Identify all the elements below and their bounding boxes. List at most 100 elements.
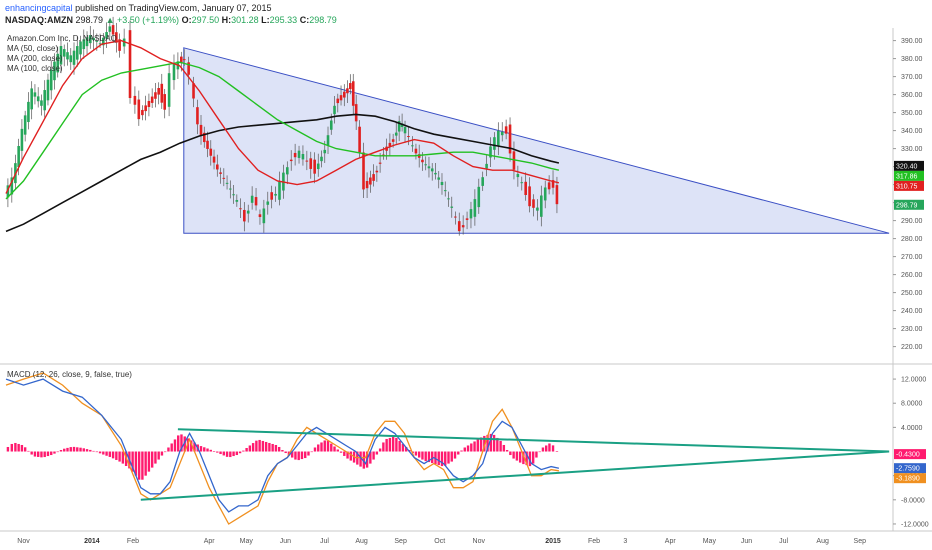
time-axis-label: Sep — [854, 538, 867, 545]
candle-body — [92, 37, 95, 41]
candle-body — [520, 182, 524, 184]
macd-value-tag-text: -2.7590 — [896, 466, 920, 473]
macd-histogram-bar — [320, 442, 323, 452]
candle-body — [329, 120, 333, 130]
price-axis-label: 260.00 — [901, 272, 923, 279]
candle-body — [102, 37, 105, 46]
candle-body — [481, 177, 484, 186]
candle-body — [397, 121, 401, 132]
candle-body — [346, 88, 349, 94]
price-legend-item: MA (100, close) — [7, 64, 63, 73]
macd-histogram-bar — [27, 450, 30, 452]
macd-histogram-bar — [190, 440, 193, 452]
macd-histogram-bar — [222, 451, 226, 456]
price-tag — [894, 180, 924, 191]
macd-histogram-bar — [531, 451, 535, 464]
macd-histogram-bar — [92, 450, 95, 452]
macd-histogram-bar — [160, 451, 164, 456]
candle-body — [270, 192, 273, 200]
macd-histogram-bar — [33, 451, 37, 457]
time-axis-label: Apr — [204, 538, 216, 545]
candle-body — [222, 177, 226, 179]
price-axis-label: 360.00 — [901, 92, 923, 99]
candle-body — [362, 152, 365, 190]
candle-body — [262, 208, 266, 224]
publisher-link[interactable]: enhancingcapital — [5, 3, 73, 13]
candle-body — [144, 105, 147, 112]
candle-body — [229, 188, 232, 190]
candle-body — [108, 26, 112, 32]
candle-body — [180, 56, 183, 64]
price-axis-label: 290.00 — [901, 218, 923, 225]
macd-histogram-bar — [310, 451, 313, 453]
macd-histogram-bar — [447, 451, 450, 464]
candle-body — [239, 208, 242, 210]
macd-axis-label: 12.0000 — [901, 377, 926, 384]
price-axis-label: 280.00 — [901, 236, 923, 243]
ohlc-line: NASDAQ:AMZN 298.79 ▲ +3.50 (+1.19%) O:29… — [5, 15, 337, 25]
candle-body — [53, 61, 56, 81]
published-text: published on TradingView.com, January 07… — [75, 3, 272, 13]
price-axis-label: 390.00 — [901, 38, 923, 45]
macd-axis-label: -8.0000 — [901, 497, 925, 504]
time-axis-label: Nov — [473, 538, 486, 545]
macd-histogram-bar — [50, 451, 53, 456]
candle-body — [342, 91, 346, 98]
candle-body — [105, 32, 108, 39]
time-axis-label: May — [703, 538, 717, 545]
macd-histogram-bar — [137, 451, 141, 480]
candle-body — [443, 190, 447, 192]
time-axis-label: 3 — [623, 538, 627, 545]
candle-body — [372, 174, 375, 181]
candle-body — [111, 25, 115, 35]
candle-body — [336, 98, 340, 104]
price-axis-label: 230.00 — [901, 326, 923, 333]
price-legend-item: MA (200, close) — [7, 54, 63, 63]
candle-body — [430, 168, 434, 172]
candle-body — [536, 207, 539, 211]
candle-body — [524, 181, 527, 196]
macd-line — [5, 378, 560, 513]
macd-histogram-bar — [177, 435, 180, 452]
candle-body — [46, 79, 50, 101]
candle-body — [434, 172, 437, 175]
macd-histogram-bar — [6, 446, 10, 452]
candle-body — [450, 206, 454, 208]
high-value: 301.28 — [231, 15, 259, 25]
macd-histogram-bar — [326, 440, 330, 452]
candle-body — [532, 199, 535, 208]
macd-histogram-bar — [232, 451, 235, 457]
candle-body — [323, 149, 327, 154]
macd-histogram-bar — [203, 447, 206, 452]
publish-line: enhancingcapital published on TradingVie… — [5, 3, 272, 13]
candle-body — [391, 139, 395, 142]
time-axis-label: Aug — [816, 538, 829, 545]
macd-histogram-bar — [245, 447, 248, 452]
macd-histogram-bar — [281, 450, 284, 452]
macd-histogram-bar — [98, 451, 102, 454]
candle-body — [358, 126, 361, 153]
macd-histogram-bar — [444, 451, 447, 466]
candle-body — [160, 83, 164, 103]
candle-body — [540, 195, 543, 217]
candle-body — [378, 162, 382, 164]
candle-body — [23, 115, 27, 135]
candle-body — [305, 160, 309, 162]
candle-body — [274, 193, 277, 196]
candle-body — [400, 123, 404, 128]
price-tag-text: 320.40 — [896, 163, 918, 170]
candle-body — [72, 50, 76, 65]
price-tag — [894, 199, 924, 210]
candle-body — [150, 96, 154, 103]
macd-histogram-bar — [476, 439, 480, 452]
macd-histogram-bar — [522, 451, 525, 465]
candle-body — [137, 99, 141, 120]
time-axis-label: Aug — [355, 538, 368, 545]
time-axis-label: 2015 — [545, 538, 561, 545]
macd-histogram-bar — [382, 442, 385, 452]
candle-body — [258, 214, 262, 218]
macd-histogram-bar — [518, 451, 522, 463]
macd-histogram-bar — [457, 451, 460, 455]
candle-body — [85, 37, 89, 47]
